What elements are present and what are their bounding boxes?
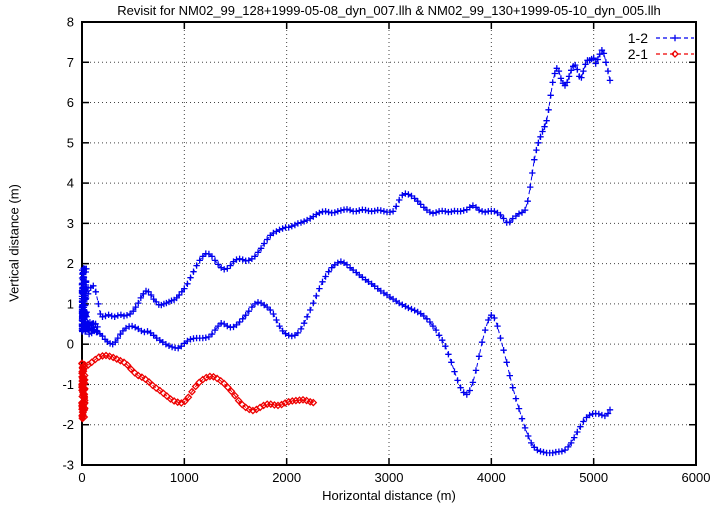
svg-text:4000: 4000 — [477, 470, 506, 485]
svg-text:-2: -2 — [62, 417, 74, 432]
svg-text:-1: -1 — [62, 377, 74, 392]
series-1-2-markers — [78, 47, 614, 457]
svg-text:2: 2 — [67, 256, 74, 271]
svg-text:7: 7 — [67, 55, 74, 70]
svg-text:5: 5 — [67, 135, 74, 150]
svg-text:4: 4 — [67, 176, 74, 191]
svg-text:8: 8 — [67, 15, 74, 30]
legend-marker-diamond-icon — [671, 50, 679, 58]
legend-marker-plus-icon — [671, 34, 679, 42]
legend: 1-22-1 — [628, 30, 694, 62]
x-tick-labels: 0 1000 2000 3000 4000 5000 6000 — [78, 470, 710, 485]
series-2-1-markers — [78, 351, 318, 423]
legend-label-2-1: 2-1 — [628, 46, 648, 62]
x-axis-label: Horizontal distance (m) — [322, 488, 456, 503]
svg-text:2000: 2000 — [272, 470, 301, 485]
svg-text:6000: 6000 — [682, 470, 711, 485]
legend-label-1-2: 1-2 — [628, 30, 648, 46]
chart-title: Revisit for NM02_99_128+1999-05-08_dyn_0… — [117, 3, 661, 18]
svg-text:1: 1 — [67, 296, 74, 311]
series-1-2 — [78, 47, 614, 457]
y-tick-labels: -3 -2 -1 0 1 2 3 4 5 6 7 8 — [62, 15, 74, 473]
svg-text:1000: 1000 — [170, 470, 199, 485]
svg-text:3: 3 — [67, 216, 74, 231]
svg-text:3000: 3000 — [375, 470, 404, 485]
svg-text:-3: -3 — [62, 458, 74, 473]
svg-text:0: 0 — [78, 470, 85, 485]
svg-text:0: 0 — [67, 337, 74, 352]
series-2-1 — [78, 351, 318, 423]
svg-text:6: 6 — [67, 95, 74, 110]
svg-text:5000: 5000 — [579, 470, 608, 485]
